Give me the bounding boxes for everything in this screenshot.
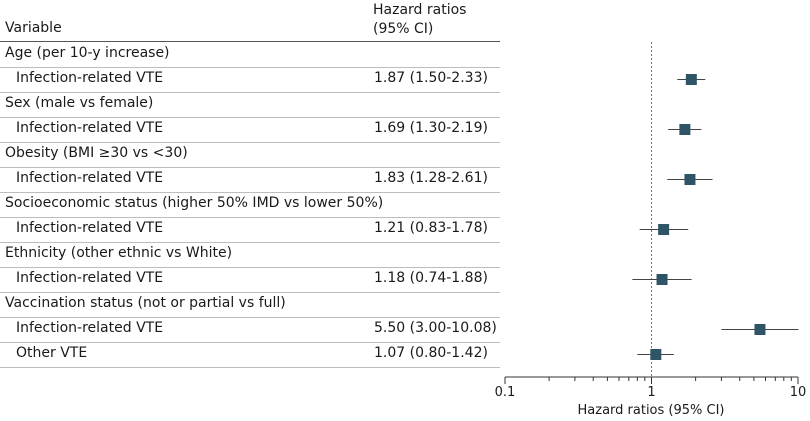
x-tick-label: 10 — [790, 385, 807, 400]
row-label: Obesity (BMI ≥30 vs <30) — [5, 145, 188, 161]
row-label: Infection-related VTE — [16, 220, 164, 236]
row-label: Age (per 10-y increase) — [5, 45, 170, 61]
table-row: Socioeconomic status (higher 50% IMD vs … — [0, 192, 500, 218]
row-value: 1.87 (1.50-2.33) — [374, 70, 488, 86]
table-row: Infection-related VTE 5.50 (3.00-10.08) — [0, 317, 500, 343]
row-label: Other VTE — [16, 345, 88, 361]
table-row: Infection-related VTE 1.87 (1.50-2.33) — [0, 67, 500, 93]
row-label: Vaccination status (not or partial vs fu… — [5, 295, 286, 311]
x-axis-label: Hazard ratios (95% CI) — [578, 403, 725, 418]
row-value: 1.69 (1.30-2.19) — [374, 120, 488, 136]
table-row: Infection-related VTE 1.83 (1.28-2.61) — [0, 167, 500, 193]
row-label: Infection-related VTE — [16, 70, 164, 86]
row-value: 1.18 (0.74-1.88) — [374, 270, 488, 286]
hazard-ratio-marker — [656, 274, 668, 285]
row-value: 1.07 (0.80-1.42) — [374, 345, 488, 361]
hazard-ratio-marker — [650, 349, 662, 360]
forest-marks — [632, 74, 799, 360]
row-value: 1.21 (0.83-1.78) — [374, 220, 488, 236]
row-value: 5.50 (3.00-10.08) — [374, 320, 497, 336]
x-axis-ticks: 0.1 1 10 — [495, 377, 807, 400]
table-header: Variable Hazard ratios (95% CI) — [0, 0, 500, 42]
hazard-ratio-marker — [685, 74, 697, 85]
hazard-ratio-marker — [684, 174, 696, 185]
row-value: 1.83 (1.28-2.61) — [374, 170, 488, 186]
row-label: Infection-related VTE — [16, 320, 164, 336]
row-label: Infection-related VTE — [16, 270, 164, 286]
table-row: Sex (male vs female) — [0, 92, 500, 118]
row-label: Infection-related VTE — [16, 120, 164, 136]
table-row: Vaccination status (not or partial vs fu… — [0, 292, 500, 318]
hazard-ratio-marker — [754, 324, 766, 335]
variable-header: Variable — [5, 20, 62, 36]
hazard-ratio-header-line2: (95% CI) — [373, 21, 434, 37]
table-row: Obesity (BMI ≥30 vs <30) — [0, 142, 500, 168]
row-label: Socioeconomic status (higher 50% IMD vs … — [5, 195, 384, 211]
hazard-ratio-header: Hazard ratios (95% CI) — [373, 1, 466, 39]
table-row: Ethnicity (other ethnic vs White) — [0, 242, 500, 268]
table-row: Age (per 10-y increase) — [0, 42, 500, 68]
row-label: Ethnicity (other ethnic vs White) — [5, 245, 233, 261]
x-tick-label: 1 — [647, 385, 655, 400]
table-row: Infection-related VTE 1.18 (0.74-1.88) — [0, 267, 500, 293]
table-row: Infection-related VTE 1.21 (0.83-1.78) — [0, 217, 500, 243]
hazard-ratio-header-line1: Hazard ratios — [373, 2, 467, 18]
hazard-ratio-marker — [679, 124, 691, 135]
x-tick-label: 0.1 — [495, 385, 516, 400]
hazard-ratio-marker — [658, 224, 670, 235]
row-label: Sex (male vs female) — [5, 95, 154, 111]
row-label: Infection-related VTE — [16, 170, 164, 186]
table-row: Other VTE 1.07 (0.80-1.42) — [0, 342, 500, 368]
table-row: Infection-related VTE 1.69 (1.30-2.19) — [0, 117, 500, 143]
